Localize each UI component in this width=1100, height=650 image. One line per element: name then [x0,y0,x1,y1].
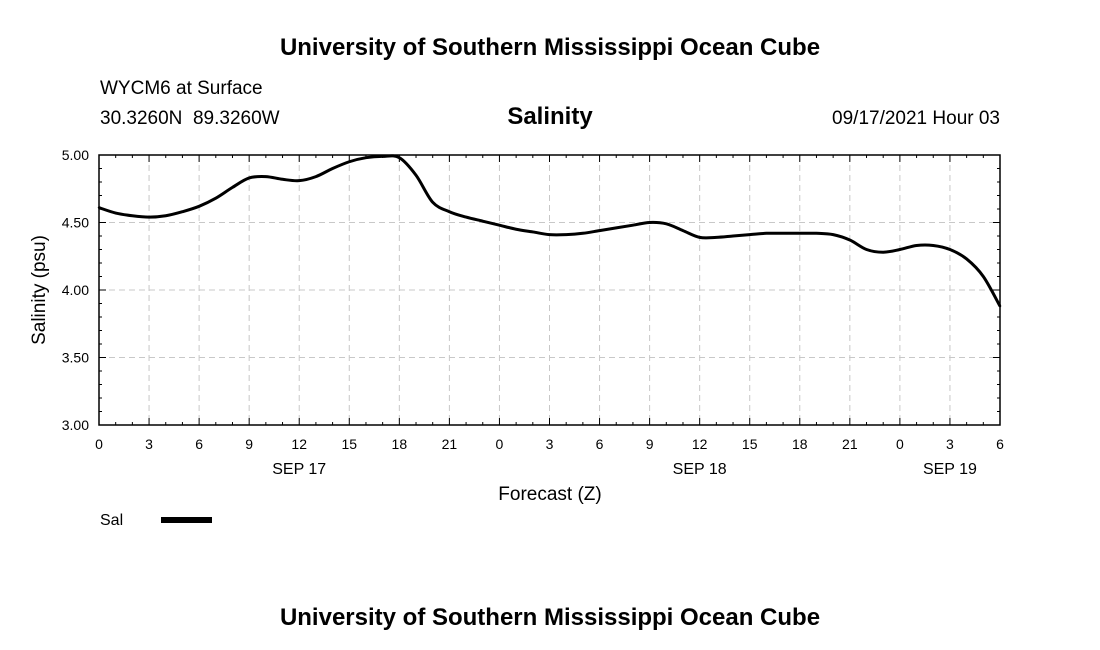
x-tick-label: 12 [291,436,307,452]
x-tick-label: 15 [341,436,357,452]
data-point [898,248,902,251]
y-tick-label: 4.50 [62,215,89,231]
x-tick-label: 18 [392,436,408,452]
date-label: SEP 18 [673,461,727,478]
x-tick-label: 6 [996,436,1004,452]
chart-title: Salinity [507,103,593,130]
data-point [781,232,785,235]
data-point [398,156,401,159]
data-point [448,210,451,213]
legend-label-sal: Sal [100,512,123,529]
x-tick-label: 15 [742,436,758,452]
data-point [882,251,885,254]
data-point [531,230,535,234]
x-tick-label: 3 [145,436,153,452]
data-point [615,226,618,230]
y-axis-title: Salinity (psu) [29,235,50,345]
series-layer [97,154,1002,308]
x-tick-label: 21 [842,436,858,452]
data-point [264,175,268,178]
legend: Sal [100,512,212,529]
x-tick-label: 3 [946,436,954,452]
x-tick-label: 21 [442,436,458,452]
data-point [815,232,818,235]
data-point [147,215,151,219]
data-point [414,174,418,177]
data-point [364,156,368,159]
data-point [431,201,434,204]
chart-header-title: University of Southern Mississippi Ocean… [280,34,820,61]
footer-title: University of Southern Mississippi Ocean… [280,604,820,631]
data-point [298,179,301,182]
y-tick-label: 3.00 [62,417,89,433]
x-axis-title: Forecast (Z) [498,484,601,505]
data-point [948,248,952,251]
data-point [731,234,735,238]
data-point [314,175,318,178]
data-point [514,228,518,231]
data-point [681,229,685,232]
data-point [581,232,585,235]
data-point [247,176,251,180]
y-tick-label: 5.00 [62,147,89,163]
data-point [498,224,501,227]
x-tick-label: 0 [95,436,103,452]
data-point [197,205,201,208]
data-point [214,197,217,200]
axis-labels: 0 3 6 9 12 15 18 21 0 3 6 9 12 15 18 21 0 3 6 3.00 3.50 4.00 4… [62,147,1004,478]
data-point [848,238,852,242]
data-point [698,236,701,239]
date-label: SEP 17 [272,461,326,478]
data-point [631,224,635,227]
data-point [932,244,935,247]
data-point [464,215,468,219]
data-point [915,244,918,247]
date-label: SEP 19 [923,461,977,478]
data-point [331,167,334,170]
data-point [164,214,167,217]
y-tick-label: 3.50 [62,350,89,366]
x-tick-label: 12 [692,436,708,452]
x-tick-label: 0 [496,436,504,452]
data-point [481,219,484,223]
data-point [564,233,568,236]
station-label: WYCM6 at Surface [100,78,263,99]
data-point [748,233,751,236]
datetime-label: 09/17/2021 Hour 03 [832,108,1000,129]
x-tick-label: 6 [596,436,604,452]
x-tick-label: 9 [245,436,253,452]
y-tick-label: 4.00 [62,282,89,298]
x-tick-label: 6 [195,436,203,452]
data-point [765,232,768,235]
data-point [865,248,868,251]
data-point [965,257,968,261]
x-tick-label: 3 [546,436,554,452]
data-point [715,236,718,239]
data-point [648,221,651,224]
data-point [982,275,985,278]
data-point [598,229,601,232]
data-point [131,214,134,217]
data-point [231,186,234,189]
data-point [348,160,351,163]
data-point [831,233,835,236]
plot-area-frame [98,154,1001,426]
data-point [665,222,668,226]
grid-lines [99,155,1000,425]
x-tick-label: 9 [646,436,654,452]
data-point [181,210,184,213]
data-point [548,233,551,236]
coordinates-label: 30.3260N 89.3260W [100,108,280,129]
x-tick-label: 18 [792,436,808,452]
data-point [114,211,117,215]
data-point [798,232,801,235]
x-tick-label: 0 [896,436,904,452]
data-point [281,178,284,181]
